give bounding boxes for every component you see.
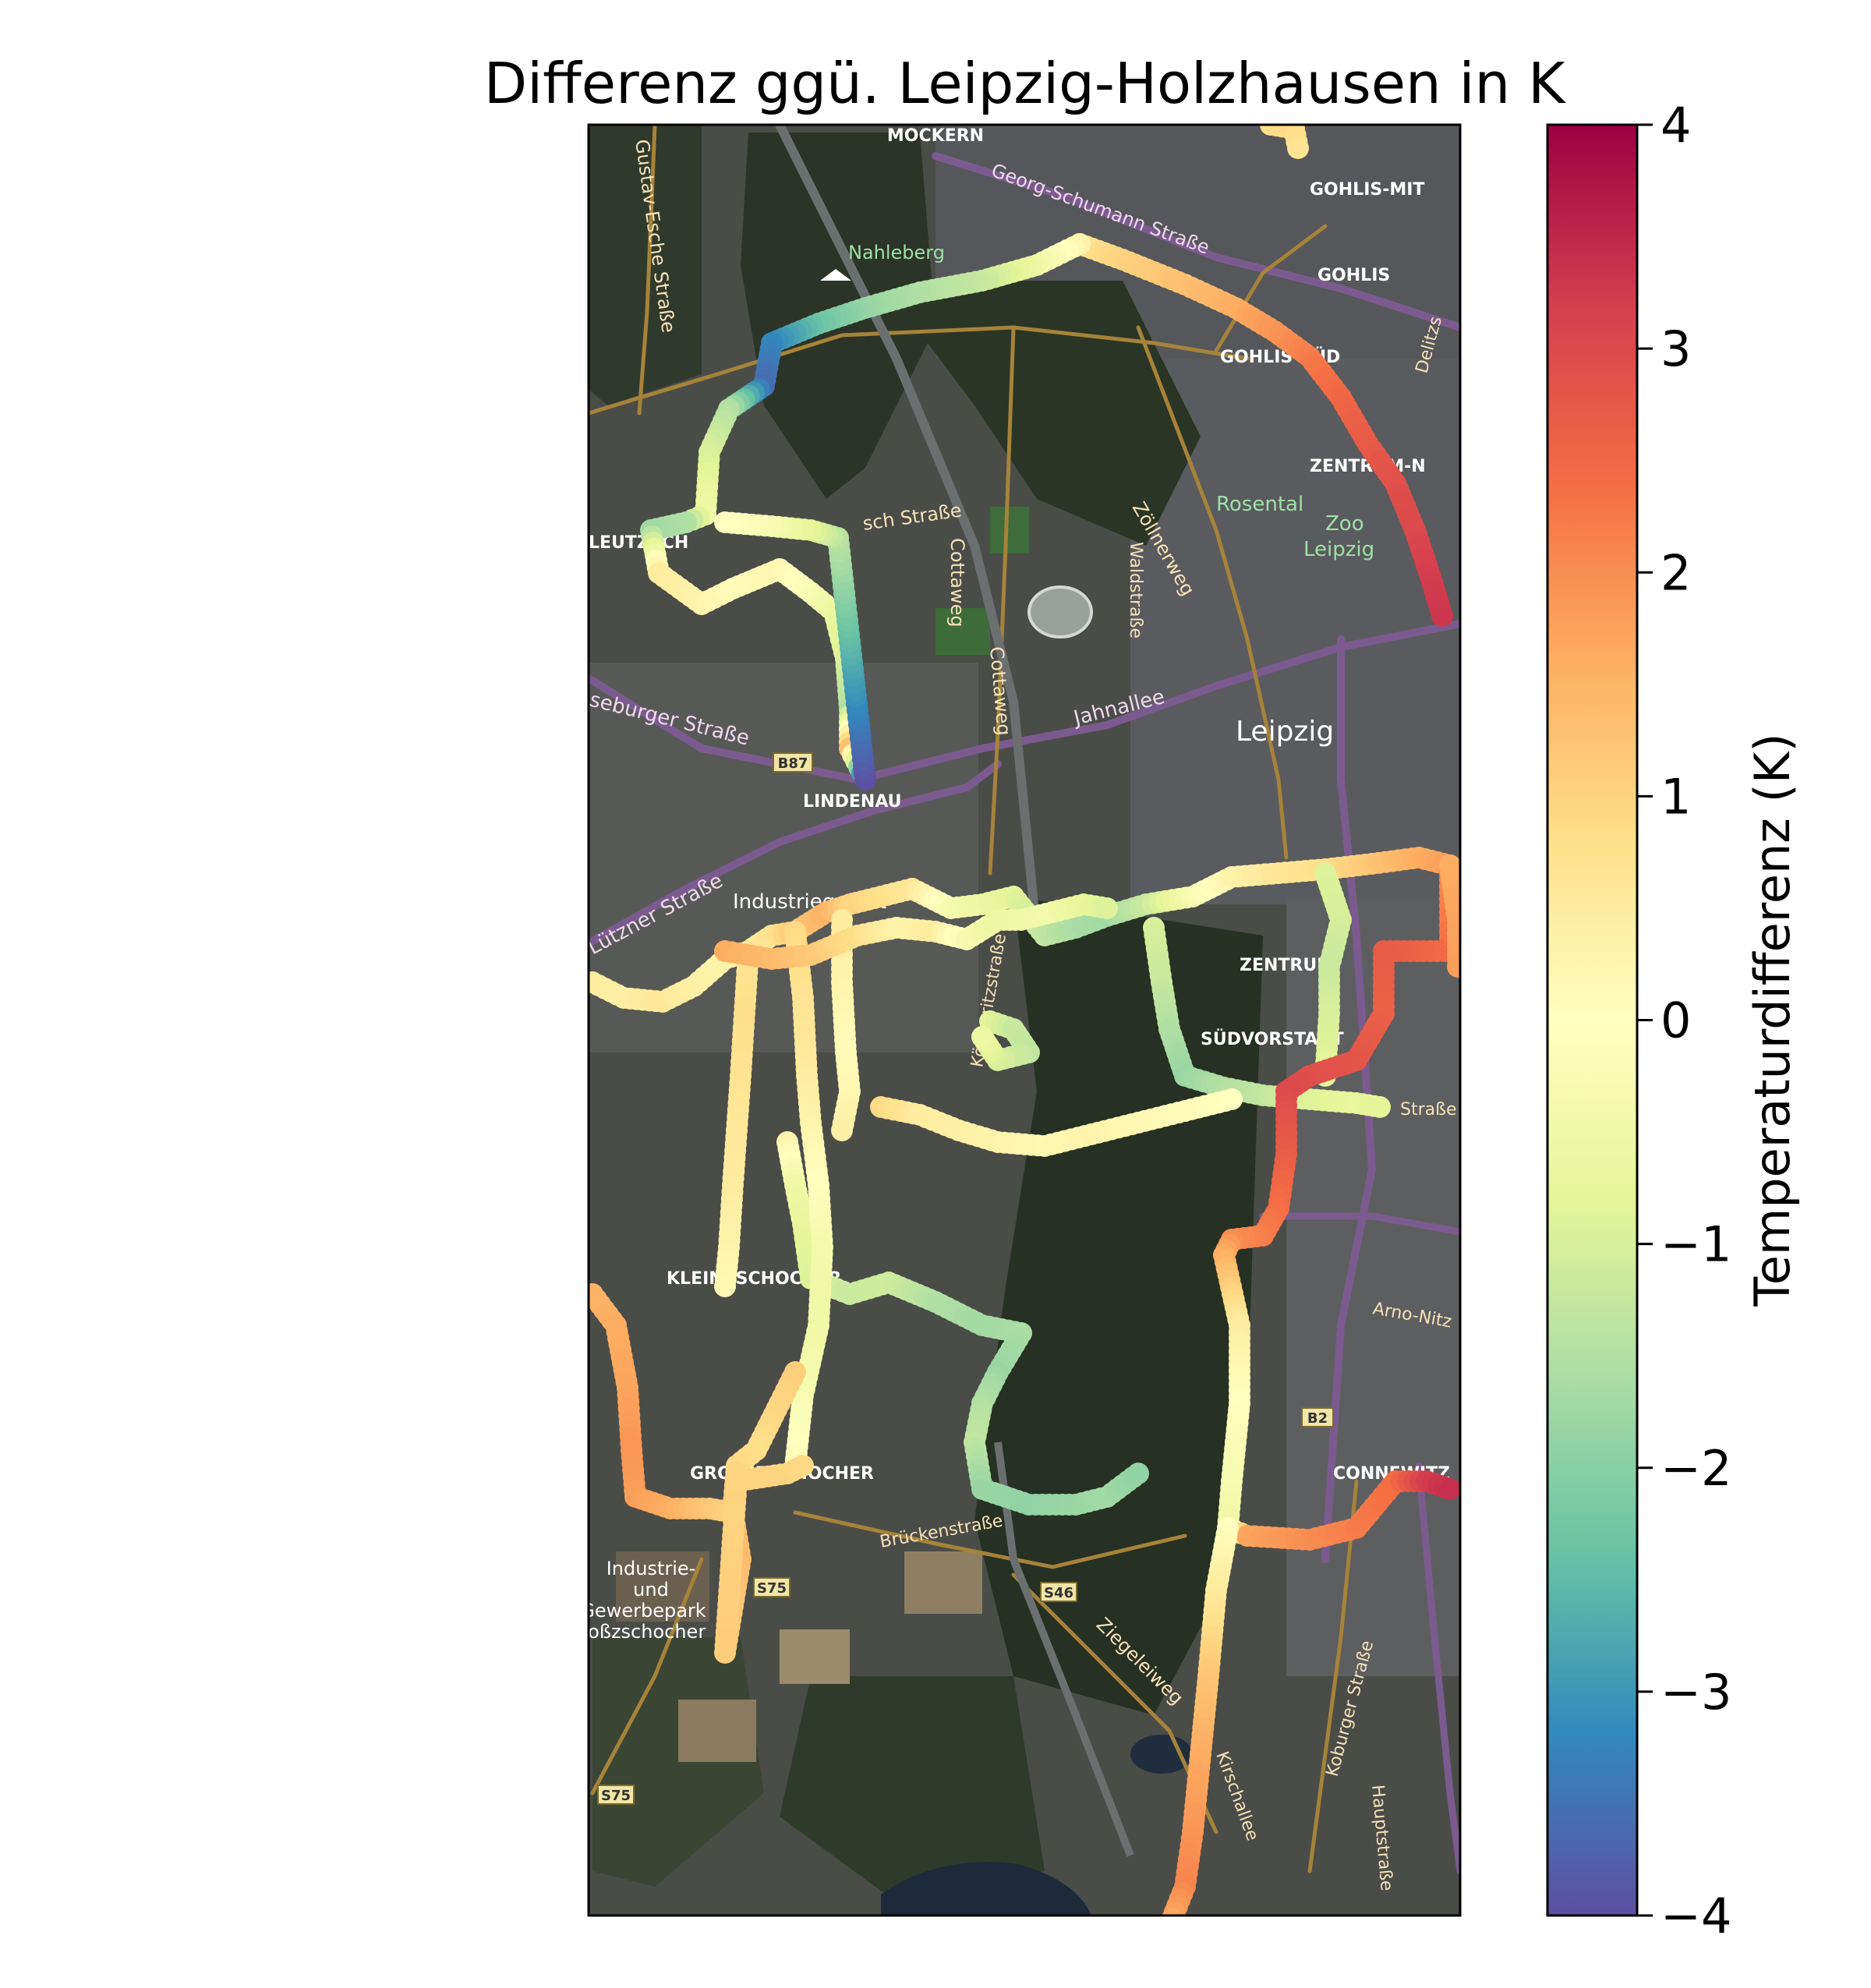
track-point <box>1143 1930 1165 1952</box>
track-point <box>1369 1096 1391 1118</box>
label-mockern: MOCKERN <box>887 126 984 146</box>
colorbar-gradient <box>1546 123 1639 1917</box>
track-point <box>1439 1478 1460 1500</box>
track-point <box>792 1455 814 1477</box>
track-point <box>1447 956 1460 978</box>
nahleberg-peak-icon <box>820 269 851 281</box>
track-point <box>1158 1915 1180 1937</box>
track-point <box>714 511 736 533</box>
label-s75-a: S75 <box>757 1580 787 1597</box>
track-grosszschocher-loop <box>714 1361 814 1664</box>
colorbar-tick-label: −4 <box>1661 1887 1731 1944</box>
colorbar-tick-label: 0 <box>1661 992 1691 1049</box>
track-point <box>831 1120 853 1141</box>
track-center-south-loop <box>870 1088 1243 1157</box>
track-point <box>1431 605 1453 627</box>
label-gohlis-mitte: GOHLIS-MIT <box>1310 180 1424 200</box>
label-rosental: Rosental <box>1216 493 1303 516</box>
label-industrie-1: Industrie- <box>607 1558 696 1579</box>
track-point <box>1127 1463 1149 1484</box>
label-s46: S46 <box>1044 1585 1073 1601</box>
track-sued-green-west <box>776 1131 1149 1516</box>
track-point <box>1137 1930 1158 1952</box>
track-connewitz-green-loop <box>971 1010 1040 1071</box>
colorbar-tick-label: 2 <box>1661 544 1691 601</box>
track-point <box>1287 137 1309 159</box>
label-waldstrasse: Waldstraße <box>1126 542 1145 638</box>
track-industrie-cluster <box>714 893 1118 970</box>
track-point <box>1117 1930 1139 1952</box>
colorbar-tick-label: −3 <box>1661 1664 1731 1721</box>
label-zoo-leipzig: Leipzig <box>1303 538 1374 561</box>
colorbar-tick-label: −1 <box>1661 1216 1731 1273</box>
colorbar: 4 3 2 1 0 −1 −2 −3 −4 Temperaturdifferenz (K) <box>1546 97 1801 1944</box>
track-far-west-orange <box>589 1283 744 1523</box>
track-point <box>1151 1923 1172 1944</box>
track-point <box>1162 1908 1183 1915</box>
map-frame <box>587 123 1462 1917</box>
track-west-vertical-b <box>784 921 833 1477</box>
temperature-tracks <box>589 125 1460 1952</box>
colorbar-tick-label: −2 <box>1661 1440 1731 1497</box>
label-b2: B2 <box>1307 1410 1328 1427</box>
label-industrie-4: roßzschocher <box>581 1621 706 1643</box>
map-title: Differenz ggü. Leipzig-Holzhausen in K <box>484 51 1566 116</box>
label-strasse: Straße <box>1400 1100 1457 1120</box>
label-industrie-2: und <box>633 1579 669 1601</box>
label-leipzig: Leipzig <box>1236 716 1334 748</box>
track-point <box>1110 1930 1132 1952</box>
label-gohlis: GOHLIS <box>1317 266 1390 285</box>
track-north-loop-west <box>695 233 1091 525</box>
track-point <box>1221 1088 1243 1110</box>
track-top-yellow <box>1260 125 1309 159</box>
track-point <box>1096 897 1118 919</box>
label-leutzsch: LEUTZSCH <box>589 533 688 553</box>
track-point <box>1123 1930 1145 1952</box>
label-nahleberg: Nahleberg <box>848 242 945 264</box>
track-point <box>1147 1926 1169 1948</box>
colorbar-tick-label: 4 <box>1661 97 1691 154</box>
track-point <box>971 1026 993 1048</box>
track-south-long <box>1104 1517 1239 1952</box>
track-point <box>722 1502 744 1523</box>
label-b87: B87 <box>778 755 808 772</box>
track-point <box>714 1275 736 1297</box>
label-zentrum: ZENTRUM <box>1240 956 1334 975</box>
track-point <box>1104 1930 1126 1952</box>
satellite-basemap: MOCKERN GOHLIS-MIT GOHLIS GOHLIS-SÜD ZEN… <box>580 125 1460 1952</box>
label-industrie-3: Gewerbepark <box>580 1600 706 1622</box>
colorbar-tick-label: 1 <box>1661 768 1691 825</box>
track-east-edge-orange <box>1439 854 1460 978</box>
label-zoo: Zoo <box>1325 512 1364 536</box>
colorbar-label: Temperaturdifferenz (K) <box>1744 733 1801 1307</box>
label-lindenau: LINDENAU <box>803 792 902 812</box>
track-leutzsch-loop <box>640 504 876 791</box>
colorbar-tick-label: 3 <box>1661 320 1691 377</box>
label-s75-b: S75 <box>601 1788 631 1804</box>
track-point <box>1130 1930 1151 1952</box>
track-point <box>1155 1919 1176 1940</box>
label-cottaweg-1: Cottaweg <box>946 538 968 628</box>
